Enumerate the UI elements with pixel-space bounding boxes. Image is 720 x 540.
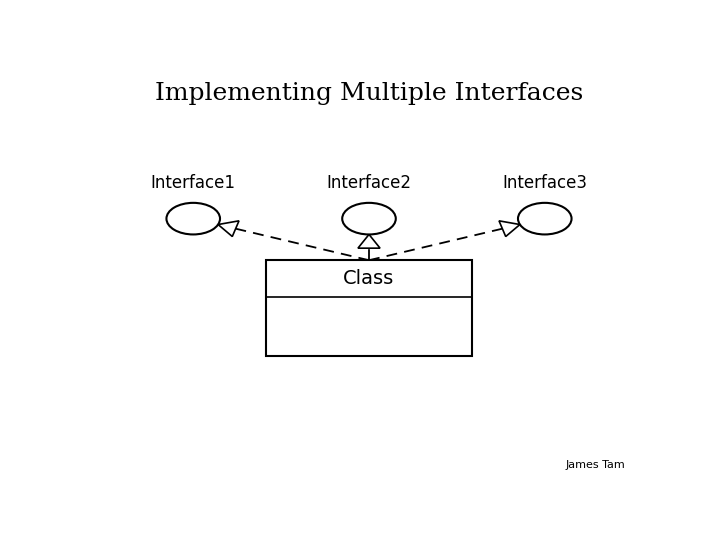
Text: Implementing Multiple Interfaces: Implementing Multiple Interfaces — [155, 83, 583, 105]
Text: Interface1: Interface1 — [150, 174, 235, 192]
Text: Class: Class — [343, 269, 395, 288]
Text: Interface2: Interface2 — [326, 174, 412, 192]
Ellipse shape — [342, 203, 396, 234]
Bar — [266, 260, 472, 356]
Polygon shape — [358, 234, 380, 248]
Polygon shape — [218, 221, 239, 237]
Polygon shape — [499, 221, 520, 237]
Ellipse shape — [518, 203, 572, 234]
Ellipse shape — [166, 203, 220, 234]
Text: Interface3: Interface3 — [503, 174, 588, 192]
Text: James Tam: James Tam — [566, 460, 626, 470]
